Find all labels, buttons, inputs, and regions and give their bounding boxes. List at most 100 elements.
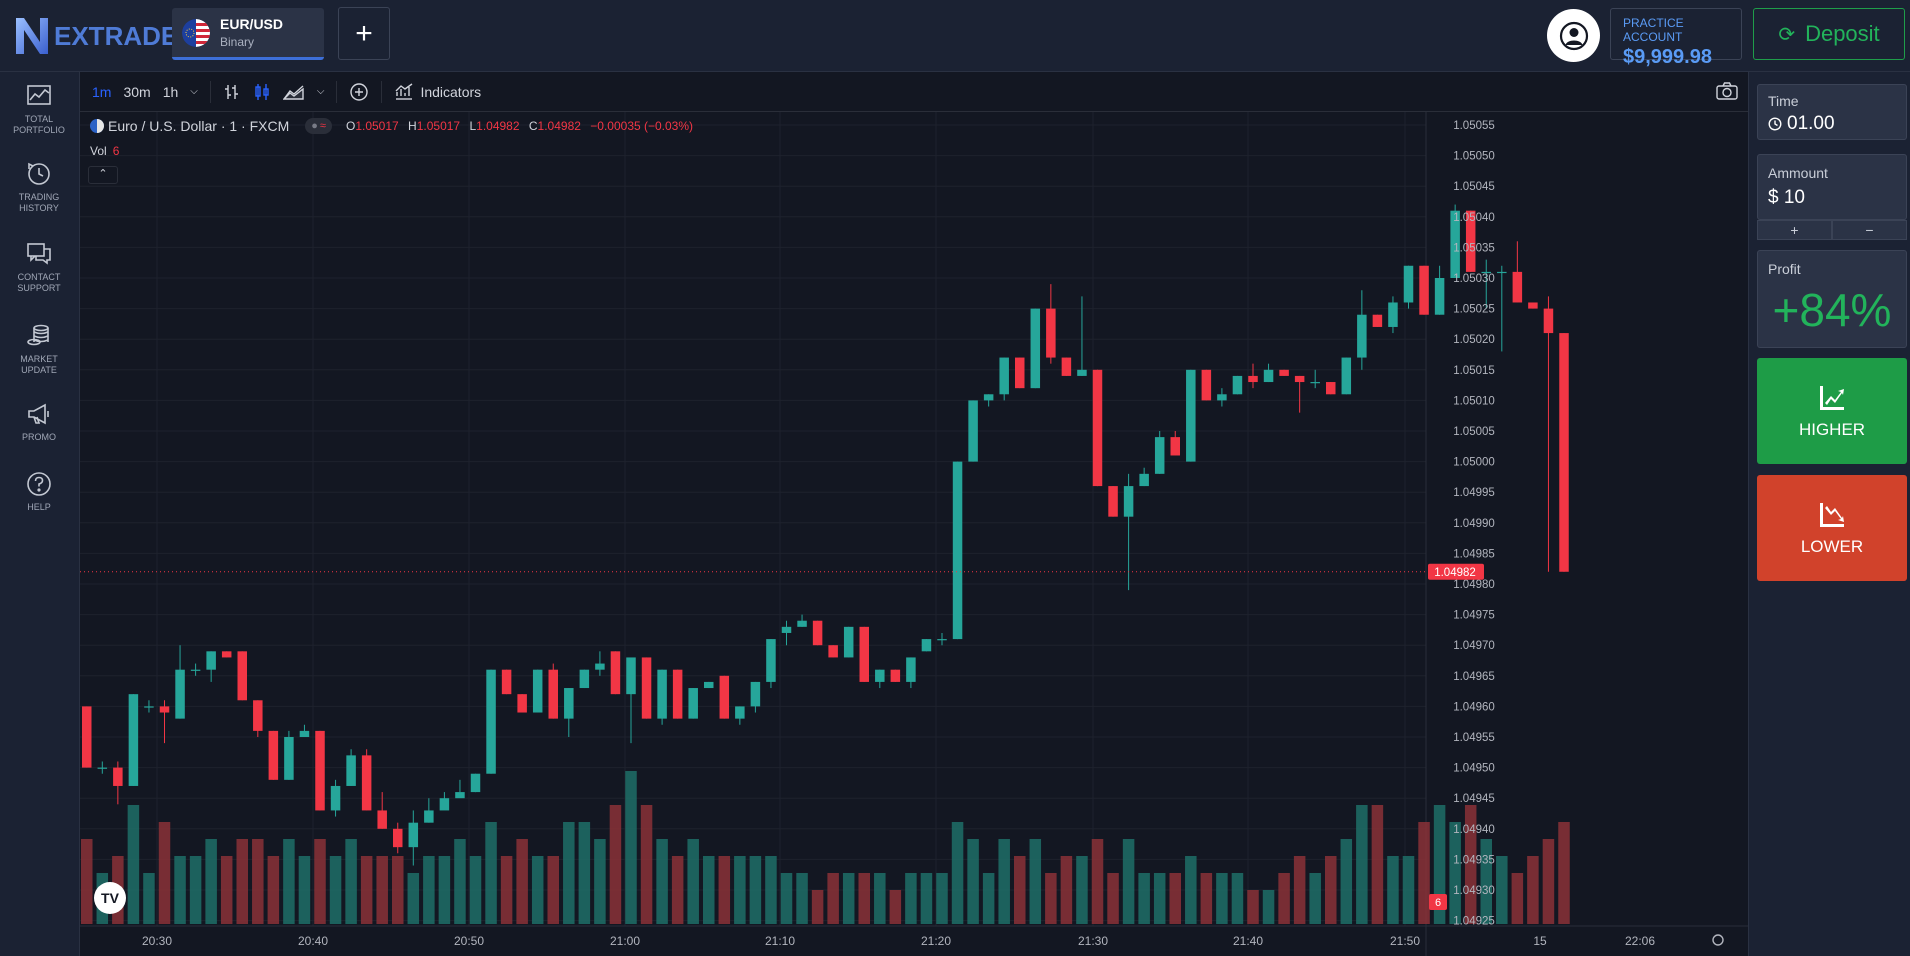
candle-body[interactable] bbox=[875, 669, 885, 682]
candle-body[interactable] bbox=[393, 828, 403, 848]
candle-body[interactable] bbox=[128, 694, 139, 786]
candle-body[interactable] bbox=[175, 669, 185, 719]
candle-body[interactable] bbox=[1403, 265, 1414, 303]
interval-dropdown-chevron-icon[interactable]: ⌵ bbox=[190, 86, 198, 97]
candle-body[interactable] bbox=[206, 651, 216, 670]
candle-body[interactable] bbox=[190, 669, 201, 671]
candle-body[interactable] bbox=[766, 639, 776, 682]
candle-body[interactable] bbox=[641, 657, 652, 719]
area-chart-type-icon[interactable] bbox=[282, 83, 305, 101]
candle-body[interactable] bbox=[657, 669, 667, 719]
candle-body[interactable] bbox=[1123, 486, 1134, 517]
candle-body[interactable] bbox=[1046, 308, 1056, 358]
candle-body[interactable] bbox=[1030, 308, 1041, 389]
candle-body[interactable] bbox=[781, 626, 792, 633]
visibility-toggle[interactable]: ● ≈ bbox=[305, 118, 332, 134]
logo[interactable]: EXTRADE bbox=[12, 14, 178, 58]
candle-body[interactable] bbox=[579, 669, 590, 689]
candle-body[interactable] bbox=[719, 675, 730, 719]
candle-body[interactable] bbox=[1341, 357, 1352, 395]
interval-1h-button[interactable]: 1h bbox=[162, 83, 179, 100]
candle-body[interactable] bbox=[1092, 369, 1103, 487]
candle-body[interactable] bbox=[797, 620, 807, 627]
lower-button[interactable]: LOWER bbox=[1757, 475, 1907, 581]
candles-chart-type-icon[interactable] bbox=[253, 83, 271, 101]
deposit-button[interactable]: ⟳ Deposit bbox=[1753, 8, 1905, 60]
candle-body[interactable] bbox=[1543, 308, 1554, 334]
candle-body[interactable] bbox=[921, 639, 932, 652]
candle-body[interactable] bbox=[439, 798, 450, 811]
candle-body[interactable] bbox=[532, 669, 543, 713]
candle-body[interactable] bbox=[299, 730, 310, 737]
candle-body[interactable] bbox=[1248, 375, 1258, 383]
candle-body[interactable] bbox=[672, 669, 683, 719]
candle-body[interactable] bbox=[1357, 314, 1367, 358]
candle-body[interactable] bbox=[859, 626, 870, 682]
candle-body[interactable] bbox=[470, 773, 481, 793]
candle-body[interactable] bbox=[843, 626, 854, 658]
candle-body[interactable] bbox=[1450, 210, 1460, 278]
avatar[interactable] bbox=[1547, 9, 1600, 62]
asset-tab-eurusd[interactable]: EUR/USD Binary bbox=[172, 8, 324, 60]
indicators-button[interactable]: Indicators bbox=[394, 82, 481, 101]
add-asset-button[interactable]: + bbox=[338, 7, 390, 60]
candle-body[interactable] bbox=[113, 767, 123, 786]
candle-body[interactable] bbox=[1186, 369, 1196, 462]
candle-body[interactable] bbox=[937, 639, 947, 641]
candle-body[interactable] bbox=[1139, 473, 1149, 487]
candle-body[interactable] bbox=[968, 400, 978, 462]
tradingview-logo[interactable]: TV bbox=[94, 882, 126, 914]
time-field[interactable]: Time 01.00 bbox=[1757, 84, 1907, 140]
amount-field[interactable]: Ammount $ 10 bbox=[1757, 154, 1907, 220]
interval-1m-button[interactable]: 1m bbox=[92, 83, 112, 100]
collapse-legend-button[interactable]: ⌃ bbox=[88, 166, 118, 184]
candle-body[interactable] bbox=[517, 694, 527, 713]
candle-body[interactable] bbox=[377, 810, 387, 829]
candle-body[interactable] bbox=[97, 767, 108, 769]
candle-body[interactable] bbox=[828, 645, 838, 658]
candle-body[interactable] bbox=[1419, 265, 1429, 315]
candle-body[interactable] bbox=[346, 755, 356, 786]
candle-body[interactable] bbox=[735, 706, 745, 719]
candle-body[interactable] bbox=[408, 822, 419, 848]
interval-30m-button[interactable]: 30m bbox=[123, 83, 151, 100]
candle-body[interactable] bbox=[1077, 369, 1087, 376]
candle-body[interactable] bbox=[284, 737, 294, 780]
candle-body[interactable] bbox=[330, 785, 341, 811]
candle-body[interactable] bbox=[144, 706, 154, 708]
candle-body[interactable] bbox=[1232, 375, 1243, 395]
candle-body[interactable] bbox=[564, 688, 574, 719]
screenshot-camera-icon[interactable] bbox=[1716, 82, 1738, 103]
candle-body[interactable] bbox=[1481, 271, 1492, 274]
candle-body[interactable] bbox=[253, 700, 263, 731]
sidebar-item-promo[interactable]: PROMO bbox=[0, 400, 78, 443]
candle-body[interactable] bbox=[1201, 369, 1212, 401]
candle-body[interactable] bbox=[1512, 271, 1523, 303]
candle-body[interactable] bbox=[1108, 486, 1118, 517]
candle-body[interactable] bbox=[983, 394, 994, 401]
candle-body[interactable] bbox=[315, 730, 325, 811]
higher-button[interactable]: HIGHER bbox=[1757, 358, 1907, 464]
candle-body[interactable] bbox=[595, 663, 605, 670]
amount-plus-button[interactable]: + bbox=[1757, 220, 1832, 240]
candle-body[interactable] bbox=[1170, 437, 1181, 456]
axis-settings-gear-icon[interactable] bbox=[1712, 934, 1724, 946]
candle-body[interactable] bbox=[1326, 382, 1336, 395]
candle-body[interactable] bbox=[82, 706, 92, 768]
candle-body[interactable] bbox=[455, 792, 465, 799]
candle-body[interactable] bbox=[159, 706, 170, 713]
candle-body[interactable] bbox=[237, 651, 248, 701]
candle-body[interactable] bbox=[952, 461, 963, 640]
candle-body[interactable] bbox=[704, 681, 714, 689]
price-chart[interactable]: 1.05055 1.05050 1.05045 1.05040 1.05035 1.050… bbox=[80, 112, 1748, 956]
candle-body[interactable] bbox=[268, 730, 279, 780]
sidebar-item-contact-support[interactable]: CONTACT SUPPORT bbox=[0, 240, 78, 294]
candle-body[interactable] bbox=[1388, 302, 1398, 327]
candle-body[interactable] bbox=[1528, 302, 1538, 309]
candle-body[interactable] bbox=[1154, 437, 1165, 474]
sidebar-item-total-portfolio[interactable]: TOTAL PORTFOLIO bbox=[0, 82, 78, 136]
candle-body[interactable] bbox=[1497, 271, 1507, 274]
candle-body[interactable] bbox=[626, 657, 636, 695]
amount-minus-button[interactable]: − bbox=[1832, 220, 1907, 240]
candle-body[interactable] bbox=[1559, 333, 1569, 572]
